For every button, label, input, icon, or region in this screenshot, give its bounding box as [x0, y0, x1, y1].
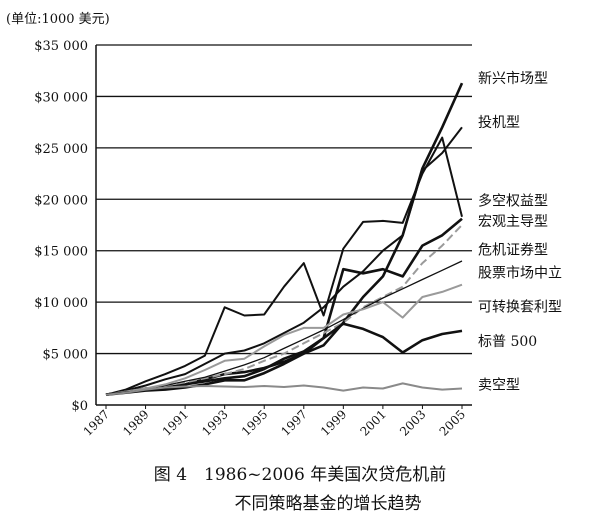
- figure-caption-line-2: 不同策略基金的增长趋势: [234, 494, 422, 514]
- x-tick-label: 1989: [120, 407, 151, 438]
- series-line-2: [105, 136, 463, 396]
- x-axis-ticks: 1987 1989 1991 1993 1995 1997 1999 2001 2003 2005: [81, 405, 468, 439]
- x-tick-label: 1993: [199, 407, 230, 438]
- series-line-8: [105, 382, 463, 396]
- series-label-4: 危机证券型: [478, 243, 548, 259]
- x-tick-label: 1991: [160, 407, 191, 438]
- series-label-5: 股票市场中立: [478, 264, 562, 281]
- series-lines: [105, 82, 464, 396]
- gridlines: [96, 44, 472, 355]
- y-axis-ticks: $0 $5 000 $10 000 $15 000 $20 000 $25 000 $30 …: [34, 39, 88, 414]
- x-tick-label: 1999: [318, 407, 349, 438]
- series-label-0: 新兴市场型: [478, 70, 548, 87]
- series-label-3: 宏观主导型: [478, 214, 548, 230]
- series-label-8: 卖空型: [478, 377, 520, 393]
- figure-caption-line-1: 图 4 1986~2006 年美国次贷危机前: [153, 465, 447, 485]
- y-tick-label: $20 000: [34, 193, 88, 208]
- y-tick-label: $0: [71, 399, 88, 414]
- series-label-1: 投机型: [478, 115, 520, 131]
- series-line-5: [105, 260, 463, 396]
- unit-label: (单位:1000 美元): [6, 12, 110, 27]
- x-tick-label: 2003: [397, 407, 428, 438]
- series-label-6: 可转换套利型: [478, 298, 562, 315]
- series-line-1: [105, 126, 463, 396]
- y-tick-label: $25 000: [34, 142, 88, 157]
- y-tick-label: $5 000: [43, 348, 89, 363]
- series-line-7: [105, 322, 463, 396]
- series-label-2: 多空权益型: [478, 192, 548, 209]
- x-tick-label: 1995: [239, 407, 270, 438]
- x-tick-label: 2001: [358, 407, 389, 438]
- y-tick-label: $15 000: [34, 245, 88, 260]
- x-tick-label: 1997: [278, 407, 309, 438]
- series-label-7: 标普 500: [478, 334, 537, 350]
- y-tick-label: $30 000: [34, 90, 88, 105]
- x-tick-label: 2005: [437, 407, 468, 438]
- y-tick-label: $35 000: [34, 39, 88, 54]
- series-line-6: [105, 283, 463, 396]
- y-tick-label: $10 000: [34, 296, 88, 311]
- series-line-3: [105, 217, 463, 396]
